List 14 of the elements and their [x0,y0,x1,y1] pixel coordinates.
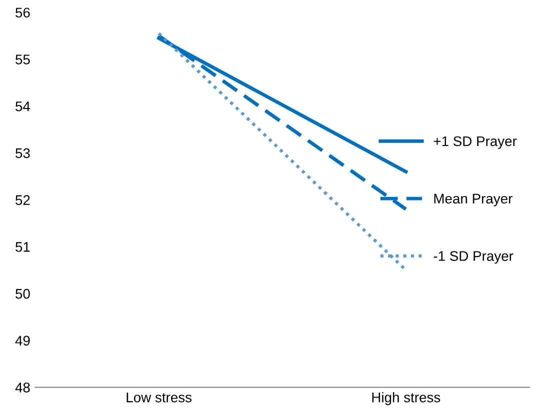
y-tick-label: 56 [16,8,30,18]
y-tick-label: 53 [16,148,30,158]
y-tick-label: 55 [16,54,30,64]
y-tick-label: 52 [16,195,30,205]
y-tick-label: 50 [16,288,30,299]
y-tick-label: 54 [16,102,30,112]
legend-label: -1 SD Prayer [434,251,514,264]
y-tick-label: 51 [16,242,30,252]
legend-label: Mean Prayer [434,194,512,206]
y-tick-label: 48 [15,382,30,392]
x-tick-label: High stress [372,392,440,406]
x-tick-label: Low stress [126,392,192,402]
legend-label: +1 SD Prayer [434,136,517,149]
y-tick-label: 49 [15,336,30,346]
